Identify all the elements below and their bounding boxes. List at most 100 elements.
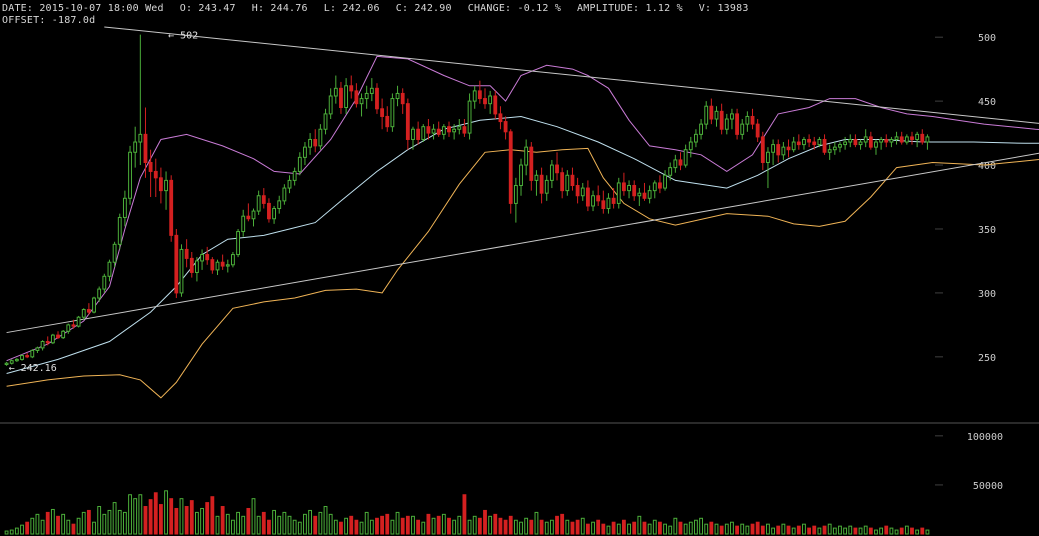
volume-bar[interactable] [231, 519, 235, 535]
volume-bar[interactable] [642, 521, 647, 535]
candle[interactable] [642, 182, 647, 201]
volume-bar[interactable] [241, 515, 246, 535]
candle[interactable] [498, 106, 503, 130]
candle[interactable] [575, 177, 580, 204]
volume-bar[interactable] [426, 513, 431, 535]
volume-bar[interactable] [50, 508, 55, 535]
candle[interactable] [776, 139, 781, 163]
volume-bar[interactable] [843, 527, 848, 535]
candle[interactable] [256, 190, 261, 215]
candle[interactable] [14, 358, 19, 362]
candle[interactable] [328, 88, 333, 120]
volume-bar[interactable] [25, 521, 30, 535]
candle[interactable] [25, 353, 30, 359]
volume-bar[interactable] [503, 519, 508, 535]
candle[interactable] [375, 83, 379, 114]
candle[interactable] [627, 180, 631, 199]
volume-bar[interactable] [668, 525, 673, 535]
candle[interactable] [750, 108, 755, 130]
volume-bar[interactable] [483, 509, 487, 535]
candle[interactable] [318, 124, 323, 150]
volume-bar[interactable] [81, 511, 86, 535]
volume-bar[interactable] [277, 515, 282, 535]
candle[interactable] [843, 136, 848, 150]
volume-bar[interactable] [874, 529, 878, 535]
volume-bar[interactable] [621, 519, 626, 535]
candle[interactable] [195, 257, 199, 282]
candle[interactable] [359, 93, 364, 117]
candle[interactable] [483, 88, 487, 109]
volume-bar[interactable] [539, 519, 544, 535]
volume-bar[interactable] [920, 527, 925, 535]
candle[interactable] [755, 119, 760, 143]
volume-bar[interactable] [164, 490, 168, 535]
volume-bar[interactable] [838, 525, 842, 535]
candle[interactable] [421, 124, 426, 143]
candle[interactable] [210, 257, 215, 274]
candle[interactable] [462, 119, 467, 137]
candle[interactable] [848, 134, 853, 148]
candle[interactable] [632, 180, 637, 201]
candle[interactable] [297, 152, 302, 176]
candle[interactable] [688, 136, 693, 158]
candle[interactable] [637, 188, 642, 206]
volume-bar[interactable] [915, 529, 920, 535]
volume-bar[interactable] [555, 515, 559, 535]
candle[interactable] [894, 131, 899, 145]
volume-bar[interactable] [925, 529, 930, 535]
candle[interactable] [184, 239, 189, 268]
candle[interactable] [539, 167, 544, 204]
volume-bar[interactable] [786, 525, 791, 535]
volume-bar[interactable] [405, 515, 410, 535]
volume-bar[interactable] [606, 525, 611, 535]
volume-bar[interactable] [894, 529, 899, 535]
candle[interactable] [915, 131, 920, 148]
volume-bar[interactable] [45, 511, 50, 535]
candle[interactable] [323, 108, 328, 135]
volume-bar[interactable] [601, 523, 606, 535]
volume-bar[interactable] [817, 527, 822, 535]
volume-bar[interactable] [585, 523, 590, 535]
volume-bar[interactable] [71, 523, 76, 535]
support-trendline[interactable] [6, 137, 1039, 334]
volume-bar[interactable] [9, 529, 14, 535]
volume-bar[interactable] [349, 515, 354, 535]
candle[interactable] [817, 136, 822, 148]
candle[interactable] [292, 167, 297, 186]
candle[interactable] [272, 205, 276, 224]
volume-bar[interactable] [714, 523, 719, 535]
volume-bar[interactable] [158, 504, 163, 535]
volume-bar[interactable] [652, 519, 657, 535]
volume-bar[interactable] [436, 515, 441, 535]
volume-bar[interactable] [637, 515, 642, 535]
candle[interactable] [267, 198, 271, 223]
volume-bar[interactable] [333, 519, 338, 535]
candle[interactable] [35, 346, 40, 354]
candle[interactable] [220, 254, 225, 270]
candle[interactable] [426, 119, 431, 140]
volume-bar[interactable] [174, 507, 179, 535]
candle[interactable] [601, 190, 606, 214]
volume-bar[interactable] [889, 527, 894, 535]
candle[interactable] [812, 136, 817, 150]
candle[interactable] [153, 158, 158, 198]
volume-bar[interactable] [575, 519, 580, 535]
volume-bar[interactable] [441, 513, 446, 535]
volume-bar[interactable] [565, 519, 570, 535]
candle[interactable] [313, 129, 318, 153]
volume-bar[interactable] [771, 527, 776, 535]
candle[interactable] [303, 142, 307, 166]
candle[interactable] [920, 129, 925, 145]
candle[interactable] [616, 177, 621, 209]
volume-bar[interactable] [354, 519, 359, 535]
candle[interactable] [807, 134, 812, 148]
volume-bar[interactable] [153, 492, 158, 535]
volume-bar[interactable] [730, 521, 734, 535]
candle[interactable] [606, 193, 611, 214]
volume-bar[interactable] [66, 519, 71, 535]
candle[interactable] [699, 119, 703, 140]
volume-bar[interactable] [303, 513, 307, 535]
volume-bar[interactable] [76, 517, 81, 535]
volume-bar[interactable] [868, 527, 873, 535]
candle[interactable] [853, 134, 858, 148]
